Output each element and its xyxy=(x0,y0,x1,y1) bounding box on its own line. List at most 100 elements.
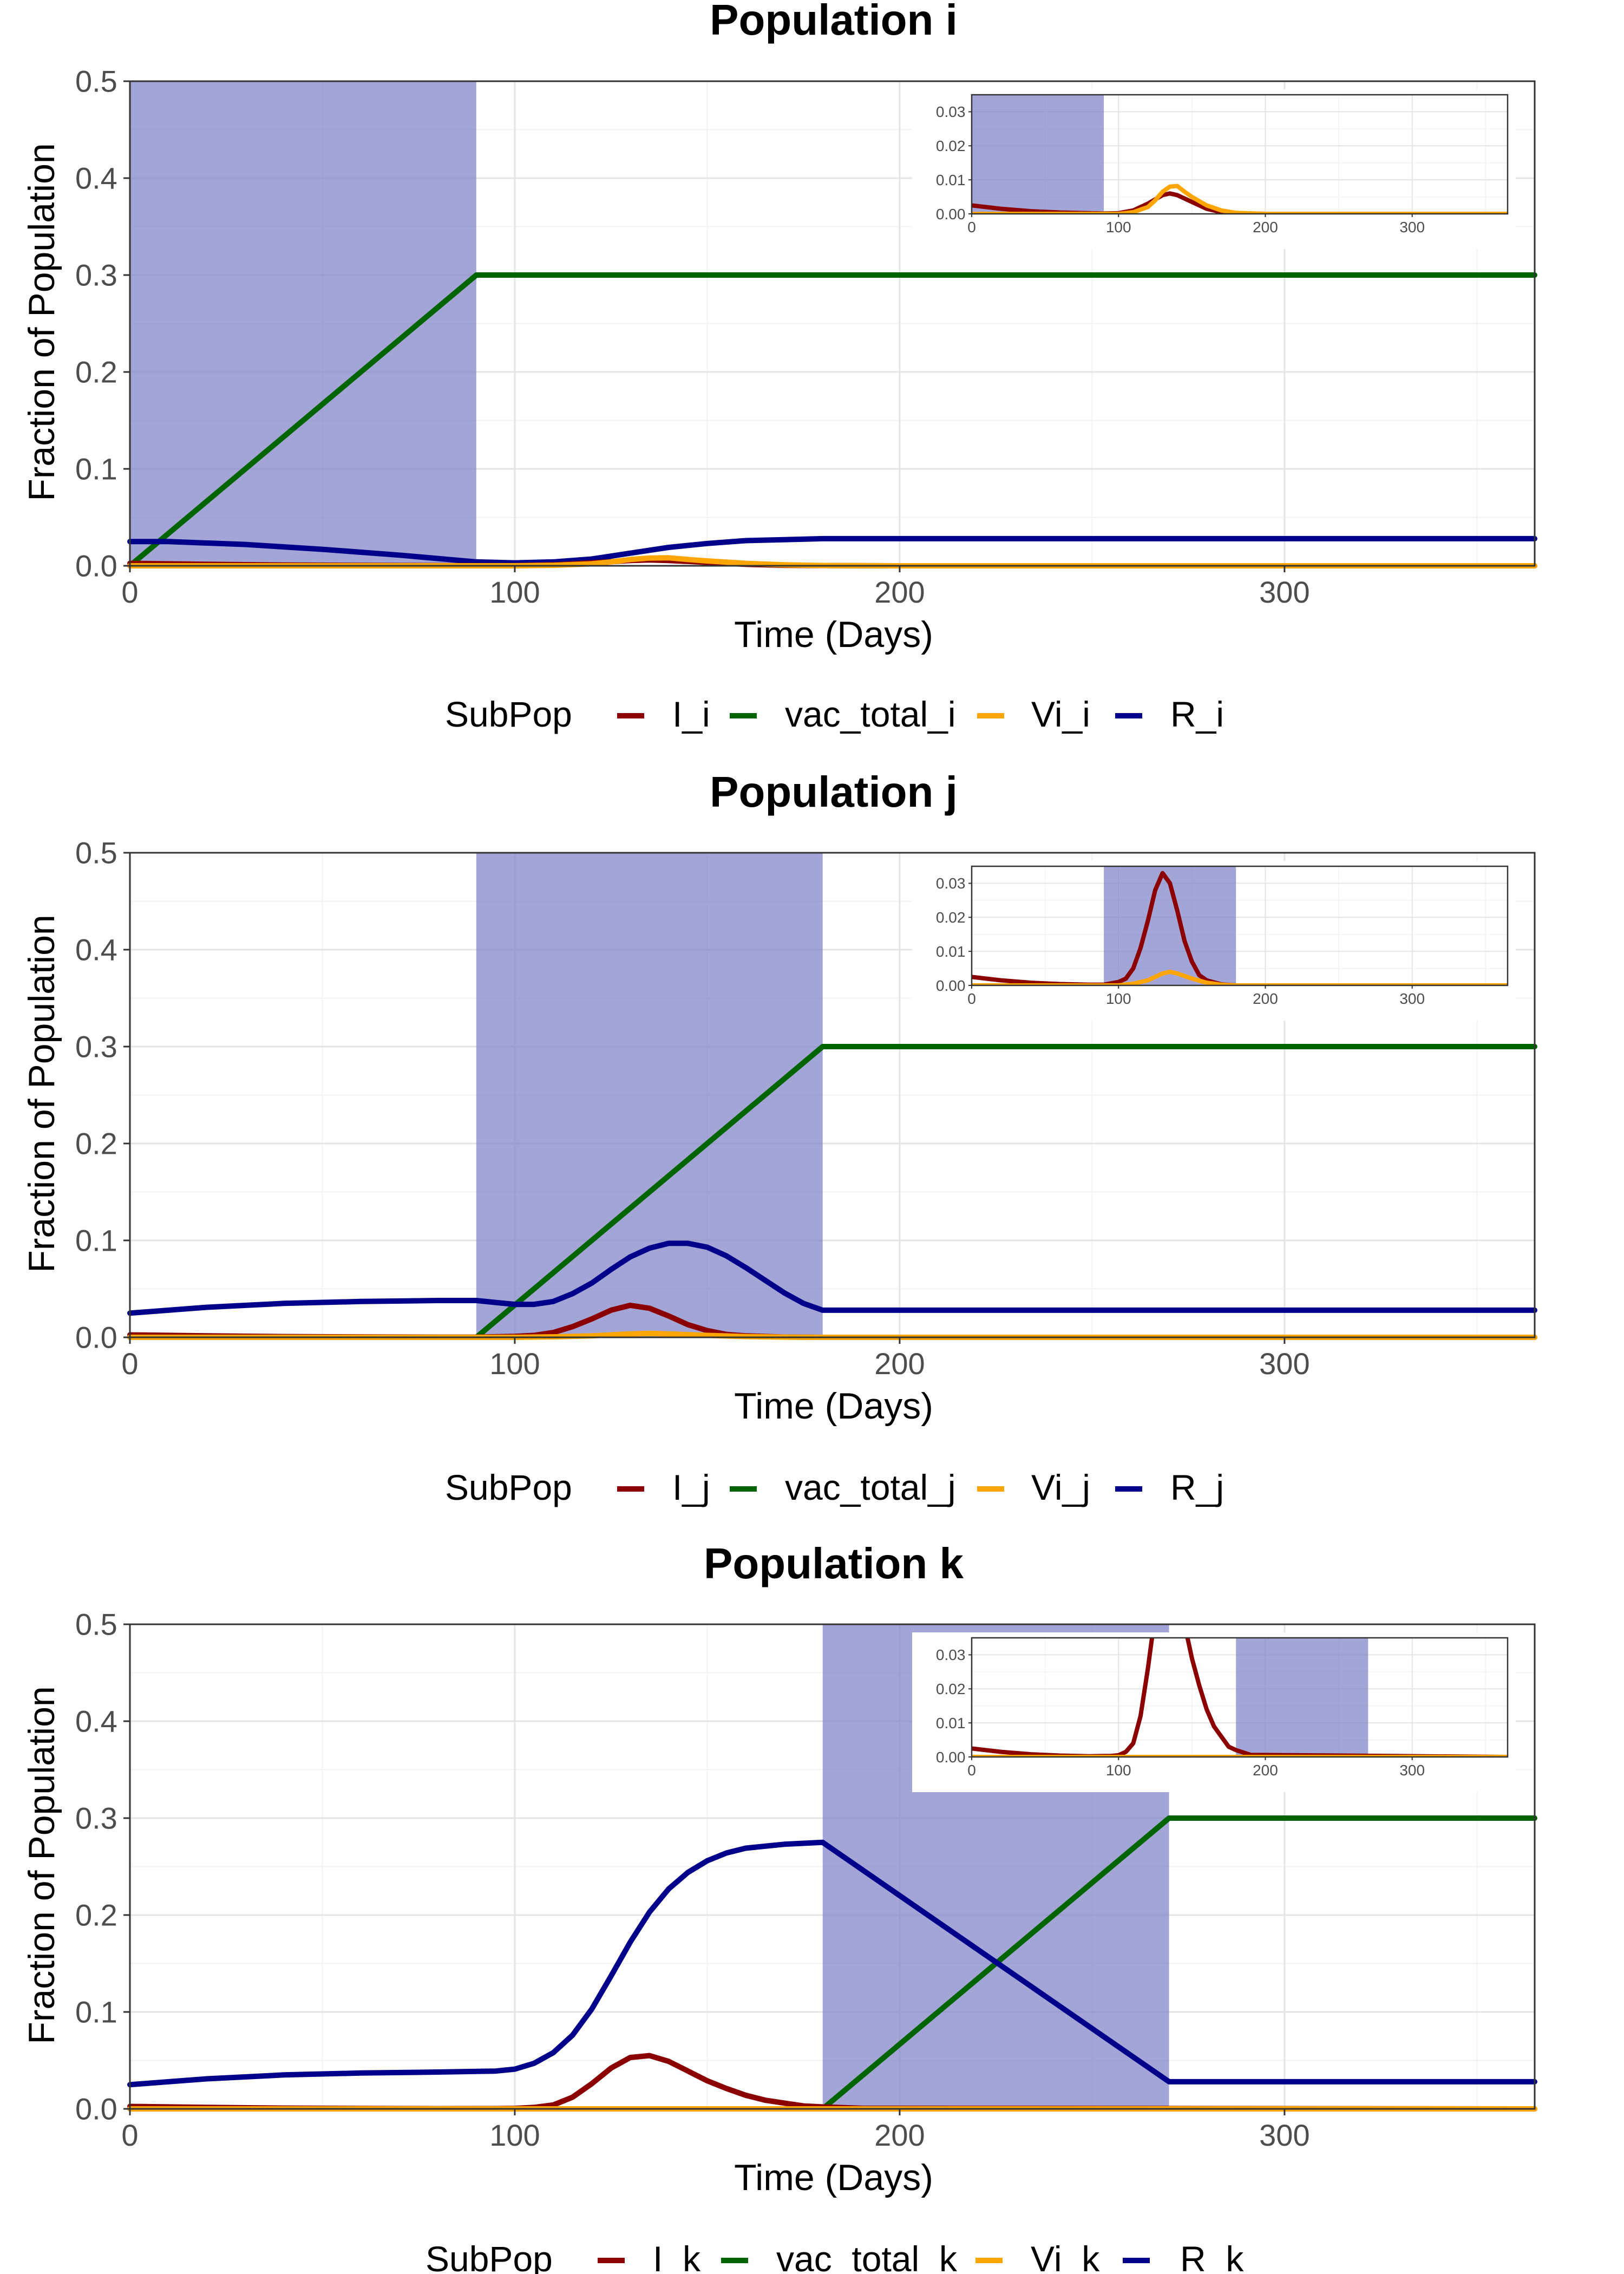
vaccination-window-shade xyxy=(130,81,476,566)
inset-y-tick-label: 0.03 xyxy=(936,875,966,892)
legend-label-vac_total_j: vac_total_j xyxy=(785,1467,956,1507)
legend-title-j: SubPop xyxy=(445,1467,572,1507)
inset-plot-j: 0 100 200 300 0.00 0.01 0.02 0.03 xyxy=(912,861,1516,1021)
y-tick-label: 0.5 xyxy=(75,836,117,870)
plot-frame xyxy=(129,1623,1536,2110)
y-tick-label: 0.1 xyxy=(75,1224,117,1258)
inset-y-tick-label: 0.01 xyxy=(936,172,966,188)
x-tick-label: 300 xyxy=(1259,575,1309,609)
inset-x-tick-label: 300 xyxy=(1399,990,1425,1007)
y-axis-label-k: Fraction of Population xyxy=(21,1686,62,2044)
series-line-R_k xyxy=(127,1839,1537,2088)
inset-x-tick-label: 100 xyxy=(1106,219,1131,236)
y-tick-label: 0.0 xyxy=(75,2092,117,2126)
y-tick-label: 0.1 xyxy=(75,452,117,486)
inset-plot-i: 0 100 200 300 0.00 0.01 0.02 0.03 xyxy=(912,89,1516,249)
inset-y-tick-label: 0.01 xyxy=(936,1715,966,1731)
y-tick-label: 0.3 xyxy=(75,258,117,292)
y-tick-label: 0.3 xyxy=(75,1801,117,1835)
x-axis-label-k: Time (Days) xyxy=(734,2157,933,2198)
y-tick-label: 0.5 xyxy=(75,1608,117,1642)
x-tick-label: 200 xyxy=(874,2118,925,2152)
inset-y-tick-label: 0.00 xyxy=(936,206,966,223)
legend-label-R_k: R_k xyxy=(1180,2239,1244,2274)
inset-y-tick-label: 0.03 xyxy=(936,1646,966,1663)
inset-y-tick-label: 0.02 xyxy=(936,1681,966,1697)
y-tick-label: 0.0 xyxy=(75,1321,117,1355)
inset-series-group xyxy=(972,184,1508,214)
legend-label-I_i: I_i xyxy=(672,694,710,734)
x-tick-label: 0 xyxy=(121,2118,138,2152)
x-tick-label: 200 xyxy=(874,1347,925,1381)
inset-x-tick-label: 100 xyxy=(1106,1762,1131,1779)
x-axis-label-i: Time (Days) xyxy=(734,614,933,655)
x-tick-label: 200 xyxy=(874,575,925,609)
y-tick-label: 0.5 xyxy=(75,64,117,99)
panel-title-j: Population j xyxy=(710,768,958,816)
inset-x-tick-label: 0 xyxy=(967,990,976,1007)
inset-plot-frame xyxy=(971,1637,1509,1758)
panel-title-k: Population k xyxy=(704,1539,964,1587)
legend-label-Vi_i: Vi_i xyxy=(1031,694,1090,734)
y-tick-label: 0.0 xyxy=(75,549,117,583)
y-tick-label: 0.1 xyxy=(75,1995,117,2029)
inset-x-tick-label: 0 xyxy=(967,1762,976,1779)
plot-frame xyxy=(129,80,1536,567)
inset-y-tick-label: 0.03 xyxy=(936,103,966,120)
legend-title-k: SubPop xyxy=(425,2239,553,2274)
vaccination-window-shade xyxy=(476,853,823,1337)
y-axis-label-j: Fraction of Population xyxy=(21,914,62,1273)
y-tick-label: 0.3 xyxy=(75,1030,117,1064)
series-line-R_i xyxy=(127,535,1537,566)
inset-x-tick-label: 300 xyxy=(1399,219,1425,236)
inset-y-tick-label: 0.00 xyxy=(936,977,966,994)
inset-y-tick-label: 0.00 xyxy=(936,1749,966,1766)
legend-label-R_j: R_j xyxy=(1170,1467,1224,1507)
x-tick-label: 300 xyxy=(1259,1347,1309,1381)
inset-plot-frame xyxy=(971,865,1509,986)
inset-x-tick-label: 100 xyxy=(1106,990,1131,1007)
inset-x-tick-label: 200 xyxy=(1253,1762,1278,1779)
inset-vaccination-window-shade xyxy=(972,95,1104,214)
x-tick-label: 300 xyxy=(1259,2118,1309,2152)
x-tick-label: 0 xyxy=(121,575,138,609)
legend-label-vac_total_i: vac_total_i xyxy=(785,694,956,734)
inset-series-line-Vi_i xyxy=(972,184,1508,214)
legend-label-Vi_j: Vi_j xyxy=(1031,1467,1090,1507)
series-line-R_j xyxy=(127,1240,1537,1316)
inset-vaccination-window-shade xyxy=(1236,1638,1368,1757)
legend-k: SubPop I_k vac_total_k Vi_k R_k xyxy=(425,2239,1244,2274)
y-axis-label-i: Fraction of Population xyxy=(21,143,62,501)
inset-x-tick-label: 200 xyxy=(1253,990,1278,1007)
inset-y-tick-label: 0.02 xyxy=(936,138,966,154)
inset-plot-frame xyxy=(971,94,1509,215)
plot-frame xyxy=(129,852,1536,1338)
x-axis-label-j: Time (Days) xyxy=(734,1386,933,1427)
panel-title-i: Population i xyxy=(710,0,958,44)
legend-j: SubPop I_j vac_total_j Vi_j R_j xyxy=(445,1467,1224,1507)
legend-label-R_i: R_i xyxy=(1170,694,1224,734)
x-tick-label: 100 xyxy=(489,575,540,609)
inset-x-tick-label: 200 xyxy=(1253,219,1278,236)
y-tick-label: 0.4 xyxy=(75,933,117,967)
inset-y-tick-label: 0.02 xyxy=(936,909,966,926)
inset-y-tick-label: 0.01 xyxy=(936,943,966,960)
y-tick-label: 0.4 xyxy=(75,1704,117,1739)
panel-i: 0 100 200 300 0.0 0.1 0.2 0.3 0.4 0.5 0 100 200 300 0.… xyxy=(75,64,1537,609)
legend-i: SubPop I_i vac_total_i Vi_i R_i xyxy=(445,694,1224,734)
inset-plot-background xyxy=(972,866,1508,985)
x-tick-label: 100 xyxy=(489,2118,540,2152)
inset-plot-k: 0 100 200 300 0.00 0.01 0.02 0.03 xyxy=(912,1632,1516,1792)
y-tick-label: 0.2 xyxy=(75,1127,117,1161)
x-tick-label: 100 xyxy=(489,1347,540,1381)
x-tick-label: 0 xyxy=(121,1347,138,1381)
legend-title-i: SubPop xyxy=(445,694,572,734)
y-tick-label: 0.4 xyxy=(75,161,117,195)
inset-series-group xyxy=(972,1638,1508,1757)
y-tick-label: 0.2 xyxy=(75,355,117,389)
legend-label-I_j: I_j xyxy=(672,1467,710,1507)
legend-label-vac_total_k: vac_total_k xyxy=(776,2239,958,2274)
legend-label-I_k: I_k xyxy=(653,2239,701,2274)
panel-k: 0 100 200 300 0.0 0.1 0.2 0.3 0.4 0.5 0 100 200 300 0.… xyxy=(75,1608,1537,2152)
